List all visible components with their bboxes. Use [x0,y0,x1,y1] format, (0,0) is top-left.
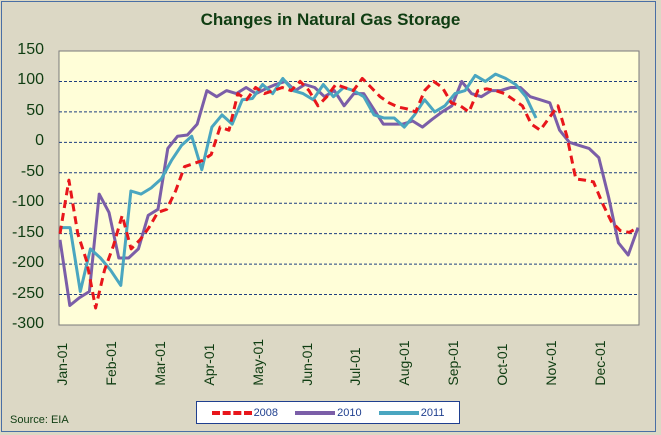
x-tick-label: Oct-01 [494,343,511,386]
source-note: Source: EIA [10,414,69,426]
solid-line-swatch-icon [378,410,419,415]
y-tick-label: -250 [11,284,44,302]
series-line-2010 [58,79,640,307]
y-tick-label: -300 [11,315,44,332]
y-tick-label: -100 [11,193,44,211]
x-tick-label: Sep-01 [445,340,462,386]
series-line-2008 [58,76,639,310]
y-tick-label: 150 [17,41,44,58]
y-tick-label: 0 [35,132,44,150]
legend-item-2008: 2008 [211,407,278,419]
x-tick-label: Jan-01 [54,342,70,386]
y-tick-label: 100 [17,71,44,89]
x-tick-label: Feb-01 [102,341,119,386]
y-tick-label: 50 [26,101,44,119]
x-tick-label: Jun-01 [298,342,315,386]
dashed-line-swatch-icon [211,410,252,415]
chart-title: Changes in Natural Gas Storage [200,10,461,29]
y-tick-label: -200 [11,254,44,272]
x-tick-label: Nov-01 [543,340,560,386]
x-tick-label: May-01 [249,338,266,386]
legend-item-2011: 2011 [378,407,444,419]
x-tick-label: Aug-01 [396,340,413,386]
x-tick-label: Apr-01 [200,343,217,386]
y-tick-label: -150 [11,223,44,241]
x-tick-label: Mar-01 [151,341,168,386]
x-tick-label: Jul-01 [347,347,364,386]
legend: 2008 2010 2011 [196,401,460,424]
legend-item-2010: 2010 [295,407,362,419]
y-tick-label: -50 [20,162,44,180]
x-tick-label: Dec-01 [592,340,608,386]
series-line-2011 [60,72,538,293]
solid-line-swatch-icon [295,410,336,415]
